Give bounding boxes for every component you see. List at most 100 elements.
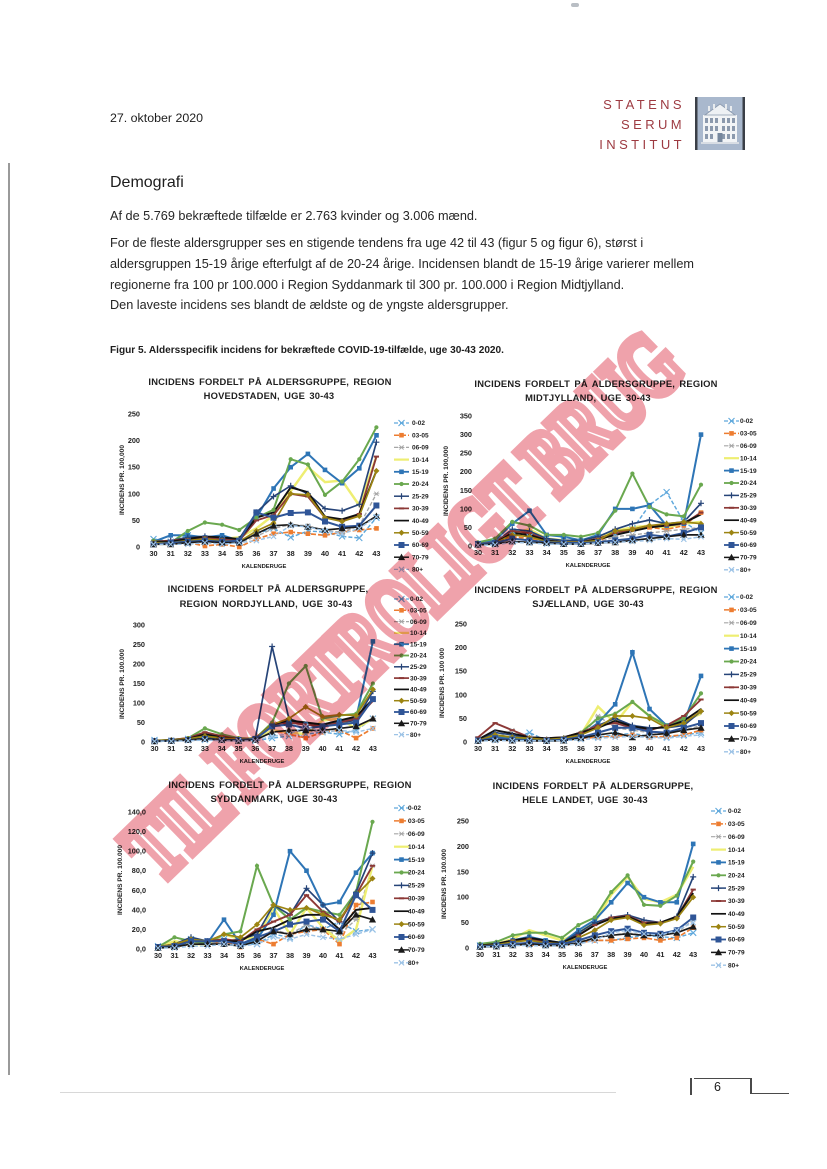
svg-text:0: 0: [136, 543, 140, 552]
svg-text:31: 31: [170, 951, 178, 960]
svg-text:41: 41: [663, 744, 671, 753]
svg-text:39: 39: [304, 549, 312, 558]
svg-text:0: 0: [468, 542, 472, 551]
svg-text:60,0: 60,0: [132, 886, 146, 895]
svg-text:50-59: 50-59: [728, 924, 745, 931]
svg-text:34: 34: [220, 951, 229, 960]
svg-text:SJÆLLAND, UGE 30-43: SJÆLLAND, UGE 30-43: [532, 598, 644, 609]
svg-text:80+: 80+: [410, 732, 421, 739]
svg-text:200: 200: [128, 436, 140, 445]
svg-text:50: 50: [137, 718, 145, 727]
svg-text:KALENDERUGE: KALENDERUGE: [240, 759, 285, 765]
svg-text:03-05: 03-05: [408, 818, 425, 825]
svg-text:42: 42: [680, 548, 688, 557]
svg-text:80+: 80+: [408, 960, 419, 967]
svg-text:03-05: 03-05: [740, 431, 757, 438]
svg-text:100: 100: [128, 489, 140, 498]
svg-text:39: 39: [624, 950, 632, 959]
svg-text:300: 300: [460, 430, 472, 439]
svg-text:38: 38: [611, 548, 619, 557]
svg-text:25-29: 25-29: [740, 672, 757, 679]
svg-text:10-14: 10-14: [408, 844, 425, 851]
svg-text:35: 35: [560, 744, 568, 753]
svg-text:20-24: 20-24: [410, 653, 427, 660]
svg-text:INCIDENS FORDELT PÅ ALDERSGRUP: INCIDENS FORDELT PÅ ALDERSGRUPPE, REGION: [148, 376, 391, 387]
svg-text:41: 41: [338, 549, 346, 558]
svg-text:60-69: 60-69: [740, 542, 757, 549]
svg-text:SYDDANMARK, UGE 30-43: SYDDANMARK, UGE 30-43: [210, 793, 337, 804]
svg-text:30: 30: [474, 548, 482, 557]
svg-text:250: 250: [128, 410, 140, 419]
svg-text:35: 35: [236, 951, 244, 960]
svg-text:40-49: 40-49: [740, 517, 757, 524]
svg-text:39: 39: [302, 951, 310, 960]
svg-text:INCIDENS PR. 100,000: INCIDENS PR. 100,000: [119, 445, 126, 515]
svg-text:250: 250: [460, 449, 472, 458]
svg-text:30: 30: [154, 951, 162, 960]
svg-text:06-09: 06-09: [408, 831, 425, 838]
svg-text:50-59: 50-59: [408, 921, 425, 928]
svg-text:25-29: 25-29: [410, 664, 427, 671]
svg-text:KALENDERUGE: KALENDERUGE: [240, 966, 285, 972]
svg-text:0-02: 0-02: [408, 805, 421, 812]
svg-text:32: 32: [508, 744, 516, 753]
svg-text:33: 33: [201, 744, 209, 753]
svg-text:70-79: 70-79: [412, 554, 429, 561]
svg-text:80+: 80+: [412, 567, 423, 574]
svg-text:50-59: 50-59: [740, 710, 757, 717]
svg-text:80,0: 80,0: [132, 866, 146, 875]
svg-text:20,0: 20,0: [132, 925, 146, 934]
svg-text:0: 0: [465, 944, 469, 953]
svg-text:0-02: 0-02: [412, 420, 425, 427]
svg-text:80+: 80+: [740, 749, 751, 756]
svg-text:39: 39: [628, 548, 636, 557]
svg-text:06-09: 06-09: [410, 619, 427, 626]
svg-text:36: 36: [577, 548, 585, 557]
svg-text:37: 37: [594, 744, 602, 753]
svg-text:HELE LANDET, UGE 30-43: HELE LANDET, UGE 30-43: [522, 794, 648, 805]
svg-text:70-79: 70-79: [408, 947, 425, 954]
svg-text:10-14: 10-14: [740, 633, 757, 640]
svg-text:40: 40: [640, 950, 648, 959]
svg-text:50: 50: [132, 516, 140, 525]
svg-text:30: 30: [150, 744, 158, 753]
svg-text:34: 34: [218, 744, 227, 753]
svg-text:40-49: 40-49: [412, 518, 429, 525]
svg-text:42: 42: [673, 950, 681, 959]
svg-text:120,0: 120,0: [128, 827, 146, 836]
svg-text:06-09: 06-09: [740, 443, 757, 450]
svg-text:INCIDENS FORDELT PÅ ALDERSGRUP: INCIDENS FORDELT PÅ ALDERSGRUPPE,: [168, 583, 369, 594]
svg-text:41: 41: [335, 744, 343, 753]
svg-text:38: 38: [607, 950, 615, 959]
svg-text:43: 43: [368, 951, 376, 960]
svg-text:100,0: 100,0: [128, 847, 146, 856]
svg-text:INCIDENS PR. 100,000: INCIDENS PR. 100,000: [443, 446, 450, 516]
svg-text:31: 31: [491, 548, 499, 557]
svg-text:150: 150: [133, 679, 145, 688]
svg-text:0-02: 0-02: [740, 418, 753, 425]
svg-text:36: 36: [252, 549, 260, 558]
svg-text:42: 42: [352, 744, 360, 753]
svg-text:INCIDENS FORDELT PÅ ALDERSGRUP: INCIDENS FORDELT PÅ ALDERSGRUPPE, REGION: [474, 584, 717, 595]
svg-text:15-19: 15-19: [740, 646, 757, 653]
svg-text:70-79: 70-79: [740, 736, 757, 743]
svg-text:INCIDENS FORDELT PÅ ALDERSGRUP: INCIDENS FORDELT PÅ ALDERSGRUPPE,: [493, 780, 694, 791]
svg-text:36: 36: [577, 744, 585, 753]
svg-text:25-29: 25-29: [728, 885, 745, 892]
svg-text:30-39: 30-39: [728, 898, 745, 905]
svg-text:100: 100: [455, 690, 467, 699]
svg-text:150: 150: [457, 867, 469, 876]
svg-text:41: 41: [335, 951, 343, 960]
svg-text:50-59: 50-59: [412, 530, 429, 537]
svg-text:40-49: 40-49: [408, 908, 425, 915]
svg-text:50-59: 50-59: [410, 698, 427, 705]
svg-text:34: 34: [542, 950, 551, 959]
svg-text:25-29: 25-29: [412, 493, 429, 500]
svg-text:30-39: 30-39: [412, 506, 429, 513]
svg-text:31: 31: [491, 744, 499, 753]
svg-text:250: 250: [133, 640, 145, 649]
svg-text:36: 36: [251, 744, 259, 753]
svg-text:03-05: 03-05: [410, 608, 427, 615]
svg-text:33: 33: [525, 950, 533, 959]
svg-text:37: 37: [269, 951, 277, 960]
